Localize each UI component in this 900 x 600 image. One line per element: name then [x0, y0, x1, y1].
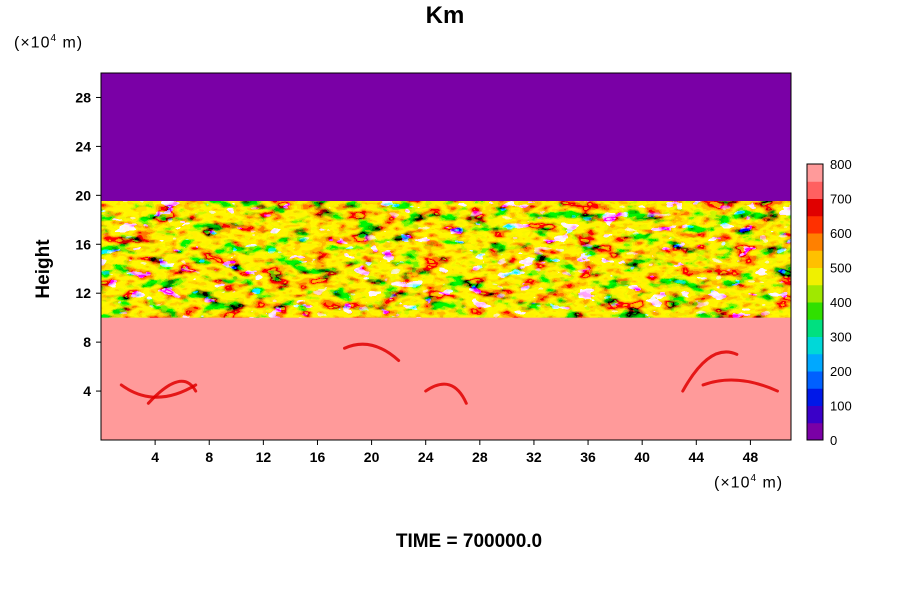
feature-arc	[146, 379, 198, 405]
colorbar-swatch	[807, 267, 823, 286]
colorbar-label: 500	[830, 261, 852, 276]
x-tick-label: 12	[256, 449, 272, 465]
x-tick-label: 44	[689, 449, 705, 465]
region-lower	[101, 317, 791, 440]
colorbar-frame	[806, 163, 824, 441]
colorbar-swatch	[807, 405, 823, 424]
feature-arc	[701, 378, 779, 393]
y-tick-label: 8	[83, 334, 91, 350]
y-tick-label: 16	[75, 236, 91, 252]
x-tick-label: 16	[310, 449, 326, 465]
colorbar-label: 700	[830, 192, 852, 207]
feature-arc	[681, 350, 739, 393]
x-tick-label: 4	[151, 449, 159, 465]
colorbar-swatch	[807, 233, 823, 251]
colorbar-label: 400	[830, 295, 852, 310]
colorbar-swatch	[807, 164, 823, 182]
colorbar-label: 800	[830, 157, 852, 172]
y-tick-label: 28	[75, 89, 91, 105]
colorbar-swatch	[807, 284, 823, 303]
plot-area	[101, 73, 791, 440]
x-tick-label: 40	[634, 449, 650, 465]
colorbar-swatch	[807, 422, 823, 441]
colorbar-swatch	[807, 353, 823, 372]
colorbar-swatch	[807, 215, 823, 234]
colorbar-label: 300	[830, 330, 852, 345]
colorbar-label: 200	[830, 364, 852, 379]
feature-arc	[424, 382, 468, 405]
y-tick-label: 12	[75, 285, 91, 301]
plot-frame	[100, 72, 792, 441]
colorbar-label: 600	[830, 226, 852, 241]
colorbar-swatch	[807, 181, 823, 199]
chart-title: Km	[425, 2, 465, 29]
x-axis-ticks: 4 8 12 16 20 24 28 32 36 40 44 48	[151, 440, 758, 465]
x-tick-label: 28	[472, 449, 488, 465]
y-axis-ticks: 4 8 12 16 20 24 28	[75, 89, 101, 399]
colorbar-swatch	[807, 198, 823, 217]
feature-arc	[343, 342, 401, 362]
colorbar-swatch	[807, 371, 823, 389]
x-tick-label: 36	[580, 449, 596, 465]
colorbar-swatch	[807, 388, 823, 406]
region-middle	[101, 201, 791, 318]
y-tick-label: 4	[83, 383, 91, 399]
colorbar-label: 0	[830, 433, 837, 448]
x-tick-label: 32	[526, 449, 542, 465]
colorbar-swatch	[807, 336, 823, 355]
colorbar-label: 100	[830, 399, 852, 414]
y-tick-label: 24	[75, 138, 91, 154]
colorbar: 0 100 200 300 400 500 600 700 800	[806, 157, 852, 448]
x-tick-label: 48	[743, 449, 759, 465]
x-tick-label: 20	[364, 449, 380, 465]
x-tick-label: 24	[418, 449, 434, 465]
colorbar-swatch	[807, 302, 823, 320]
y-unit-label: (×104 m)	[14, 33, 84, 52]
y-tick-label: 20	[75, 187, 91, 203]
region-upper	[101, 73, 791, 202]
colorbar-swatch	[807, 319, 823, 337]
time-label: TIME = 700000.0	[395, 531, 543, 552]
colorbar-swatch	[807, 250, 823, 268]
x-tick-label: 8	[205, 449, 213, 465]
x-unit-label: (×104 m)	[714, 473, 784, 492]
feature-arc	[119, 383, 198, 399]
